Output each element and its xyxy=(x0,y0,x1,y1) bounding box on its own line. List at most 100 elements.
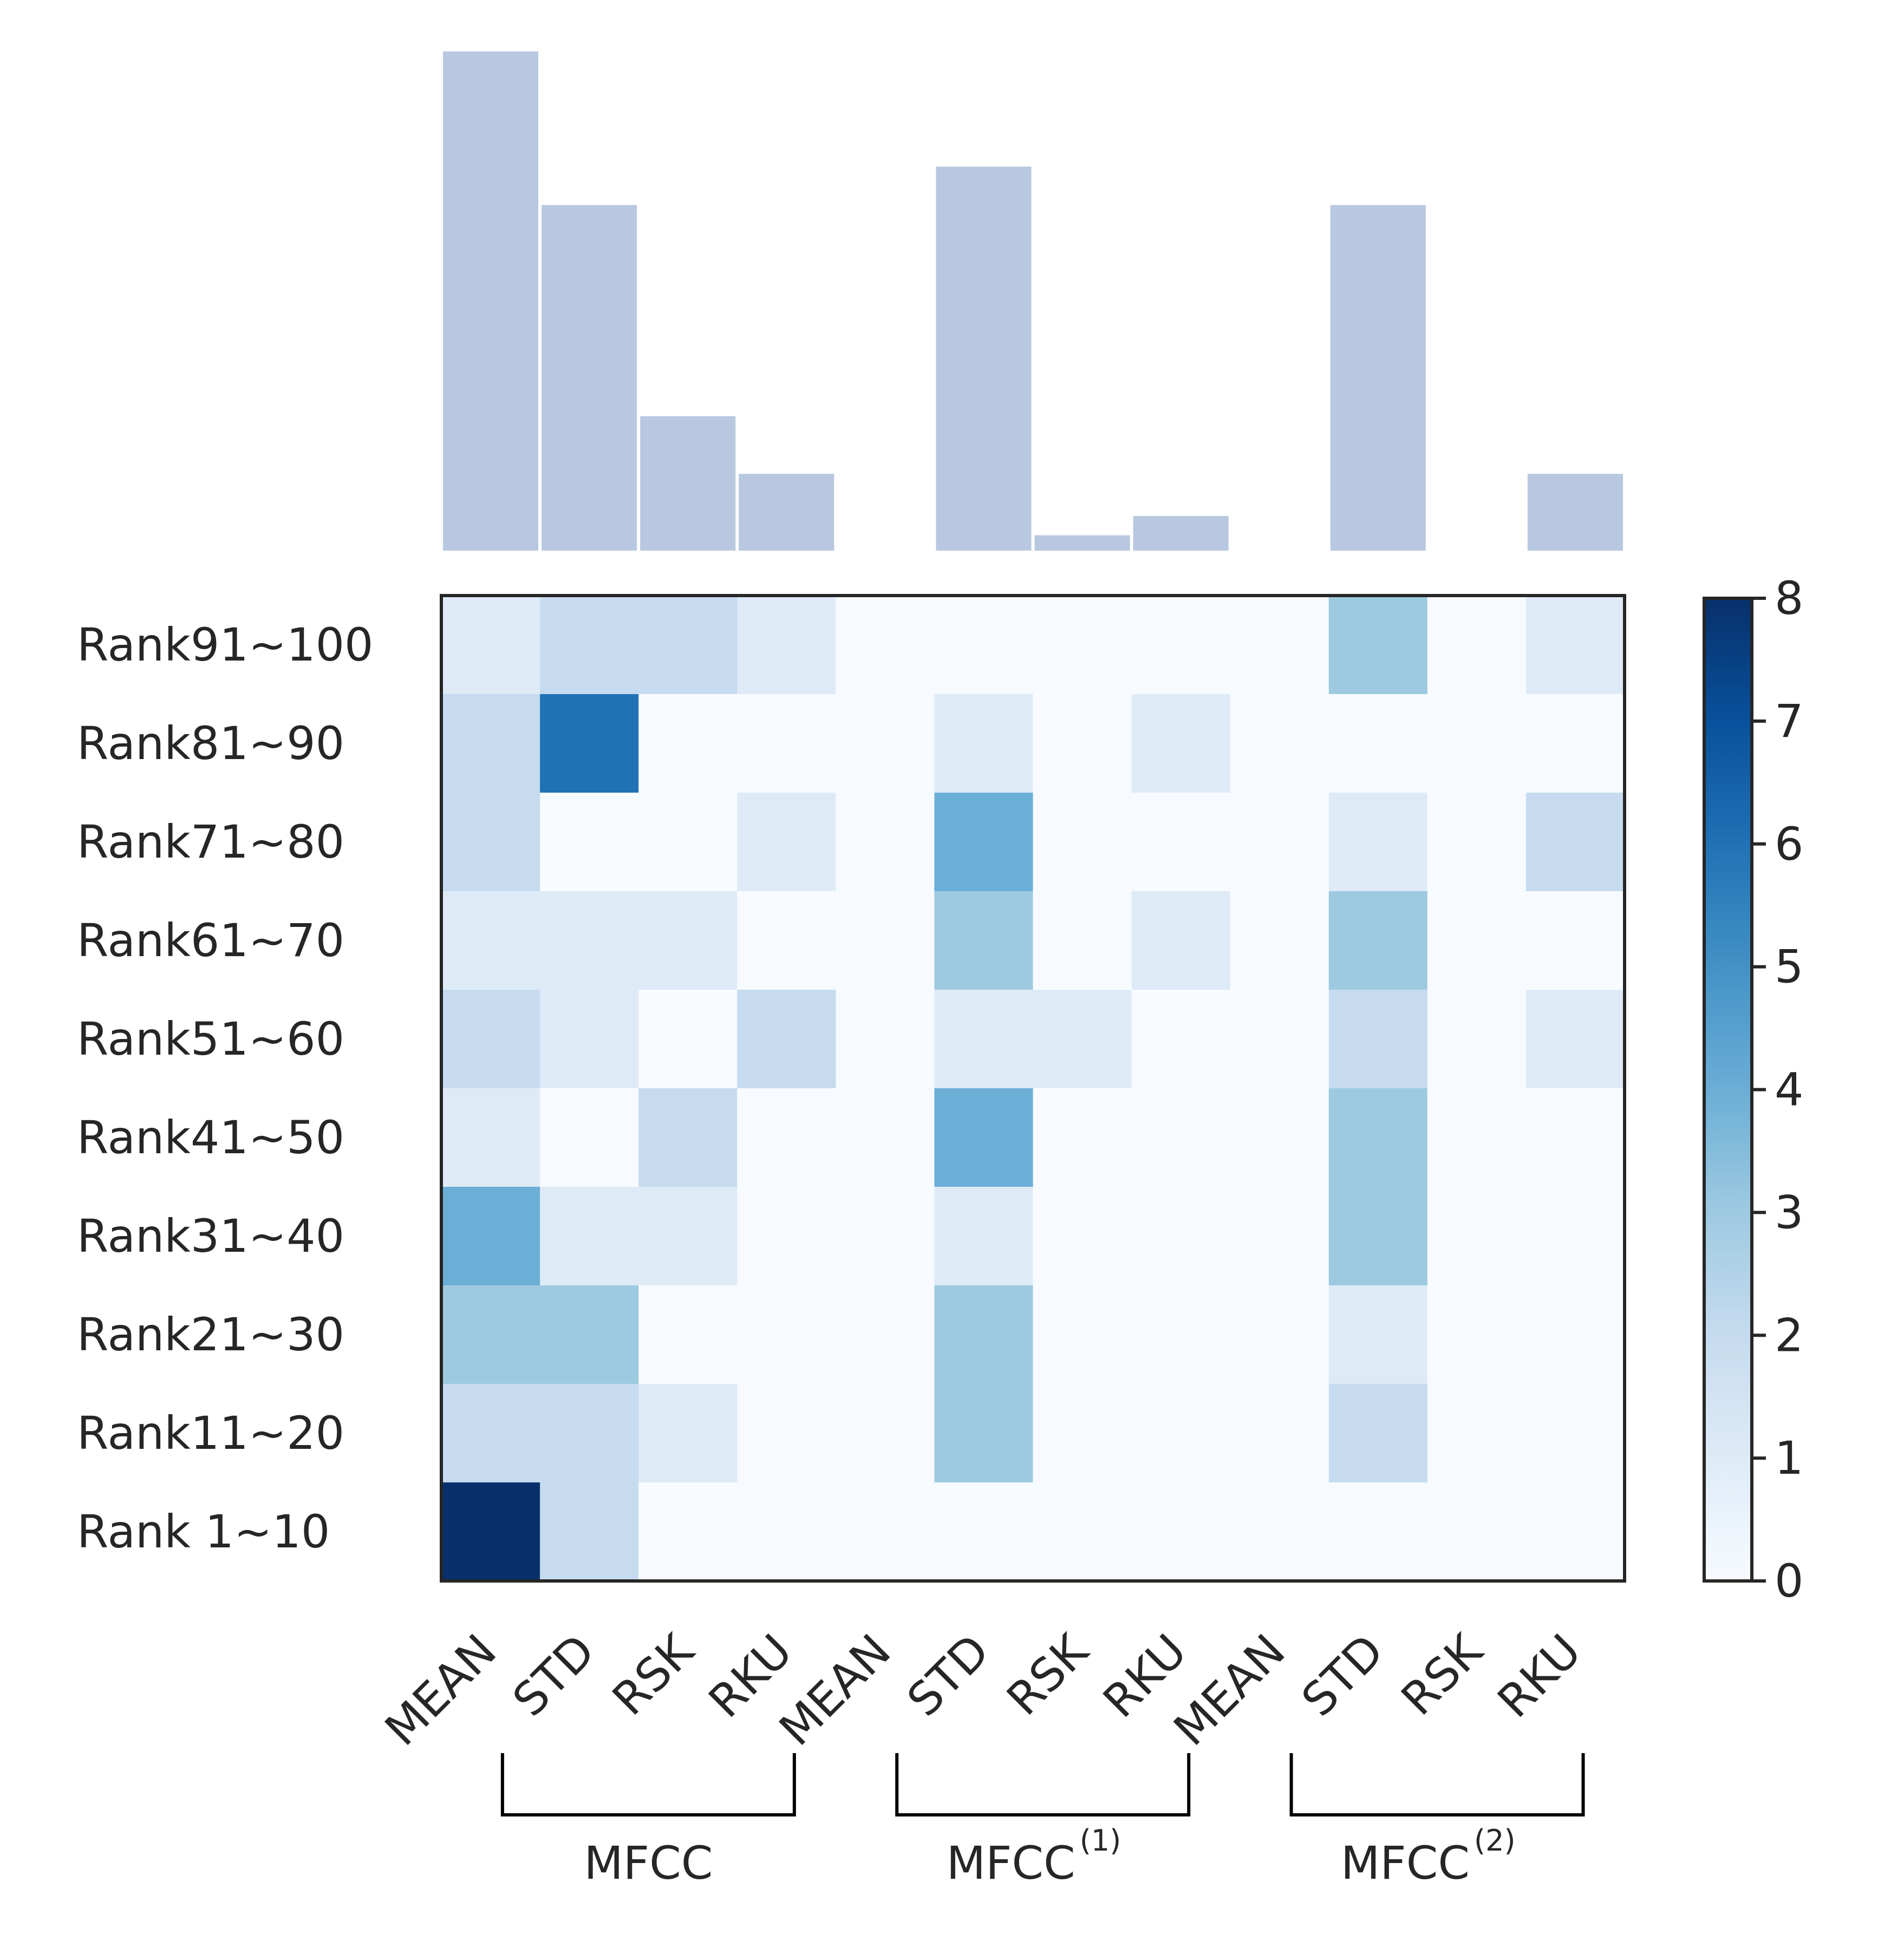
colorbar-tick-label: 6 xyxy=(1775,818,1803,871)
group-label: MFCC xyxy=(947,1837,1075,1890)
heatmap-cell xyxy=(1131,1482,1231,1581)
heatmap-cell xyxy=(441,694,540,793)
heatmap-cell xyxy=(1033,990,1132,1089)
heatmap-cell xyxy=(1230,793,1329,892)
colorbar-tick-label: 3 xyxy=(1775,1186,1803,1239)
heatmap-cell xyxy=(1131,1384,1231,1483)
colorbar-tick-label: 5 xyxy=(1775,940,1803,994)
heatmap-cell xyxy=(1525,891,1625,990)
heatmap-cell xyxy=(1427,1285,1527,1384)
heatmap-cell xyxy=(836,694,935,793)
heatmap-cell xyxy=(441,1482,540,1581)
heatmap-cell xyxy=(1427,1187,1527,1286)
colorbar-tick-label: 4 xyxy=(1775,1063,1803,1116)
heatmap-cell xyxy=(934,1482,1034,1581)
heatmap-cell xyxy=(638,694,738,793)
heatmap-cell xyxy=(934,990,1034,1089)
heatmap-cell xyxy=(1230,1187,1329,1286)
heatmap-cell xyxy=(836,596,935,695)
heatmap-cell xyxy=(934,1384,1034,1483)
heatmap-cell xyxy=(638,1482,738,1581)
heatmap-cell xyxy=(638,1088,738,1187)
heatmap-cell xyxy=(1427,793,1527,892)
row-label: Rank31~40 xyxy=(77,1210,344,1263)
heatmap-cell xyxy=(1328,793,1428,892)
heatmap-cell xyxy=(1131,1088,1231,1187)
heatmap-cell xyxy=(1230,1088,1329,1187)
heatmap-cell xyxy=(836,1285,935,1384)
bar xyxy=(1034,535,1130,551)
heatmap-cell xyxy=(1525,596,1625,695)
heatmap-cell xyxy=(836,793,935,892)
bar xyxy=(443,51,539,551)
heatmap-cell xyxy=(1427,596,1527,695)
group-bracket xyxy=(500,1753,796,1816)
heatmap-cell xyxy=(737,1482,836,1581)
heatmap-cell xyxy=(1131,596,1231,695)
group-label-superscript: (2) xyxy=(1474,1824,1516,1858)
heatmap-cell xyxy=(836,1187,935,1286)
heatmap-cell xyxy=(540,1285,639,1384)
colorbar-tick-label: 7 xyxy=(1775,695,1803,748)
column-label: MEAN xyxy=(375,1624,506,1756)
top-bar-chart xyxy=(443,51,1623,551)
heatmap-cell xyxy=(441,596,540,695)
heatmap-cell xyxy=(934,891,1034,990)
heatmap-cell xyxy=(1525,694,1625,793)
heatmap-cell xyxy=(934,596,1034,695)
row-label: Rank71~80 xyxy=(77,815,344,868)
colorbar-tick-label: 0 xyxy=(1775,1554,1803,1607)
heatmap-cell xyxy=(540,694,639,793)
heatmap-cell xyxy=(1230,1482,1329,1581)
heatmap-cell xyxy=(1230,596,1329,695)
row-label: Rank51~60 xyxy=(77,1012,344,1066)
heatmap-cell xyxy=(1328,990,1428,1089)
heatmap-cell xyxy=(1230,990,1329,1089)
group-bracket xyxy=(895,1753,1191,1816)
column-label: MEAN xyxy=(1164,1624,1295,1756)
row-label: Rank41~50 xyxy=(77,1111,344,1164)
heatmap-row-labels: Rank91~100 Rank81~90 Rank71~80 Rank61~70 Ran… xyxy=(77,618,373,1558)
heatmap-cell xyxy=(638,1384,738,1483)
heatmap-cell xyxy=(441,793,540,892)
row-label: Rank 1~10 xyxy=(77,1505,330,1558)
bar xyxy=(542,205,637,551)
heatmap-cell xyxy=(540,1482,639,1581)
heatmap-cell xyxy=(1131,1285,1231,1384)
heatmap-cell xyxy=(540,596,639,695)
heatmap-cell xyxy=(1427,1482,1527,1581)
heatmap-cell xyxy=(1033,891,1132,990)
heatmap-cell xyxy=(540,1088,639,1187)
heatmap-cell xyxy=(1427,1088,1527,1187)
heatmap-cell xyxy=(1033,596,1132,695)
heatmap-cell xyxy=(1230,1384,1329,1483)
heatmap-cell xyxy=(1525,1088,1625,1187)
heatmap-cell xyxy=(836,891,935,990)
heatmap-cell xyxy=(1427,1384,1527,1483)
bar xyxy=(1330,205,1426,551)
heatmap-cell xyxy=(540,1187,639,1286)
colorbar-gradient xyxy=(1703,597,1753,1583)
heatmap-cell xyxy=(1033,1384,1132,1483)
heatmap-cell xyxy=(1131,990,1231,1089)
column-label: STD xyxy=(897,1624,1000,1727)
heatmap-cell xyxy=(737,990,836,1089)
bar xyxy=(640,416,736,551)
column-label: RKU xyxy=(1488,1624,1591,1728)
column-label: RSK xyxy=(1391,1623,1494,1726)
row-label: Rank11~20 xyxy=(77,1407,344,1460)
heatmap-cell xyxy=(1328,1187,1428,1286)
heatmap-cell xyxy=(1033,1482,1132,1581)
heatmap-cell xyxy=(638,1285,738,1384)
heatmap-cell xyxy=(1033,1187,1132,1286)
column-label: STD xyxy=(503,1624,605,1727)
column-label: MEAN xyxy=(769,1624,901,1756)
column-group-brackets: MFCC MFCC (1) MFCC (2) xyxy=(500,1753,1585,1890)
heatmap-cell xyxy=(1525,1187,1625,1286)
heatmap-cell xyxy=(1427,694,1527,793)
heatmap-cell xyxy=(1525,1384,1625,1483)
heatmap-cell xyxy=(1328,596,1428,695)
heatmap-cell xyxy=(638,596,738,695)
